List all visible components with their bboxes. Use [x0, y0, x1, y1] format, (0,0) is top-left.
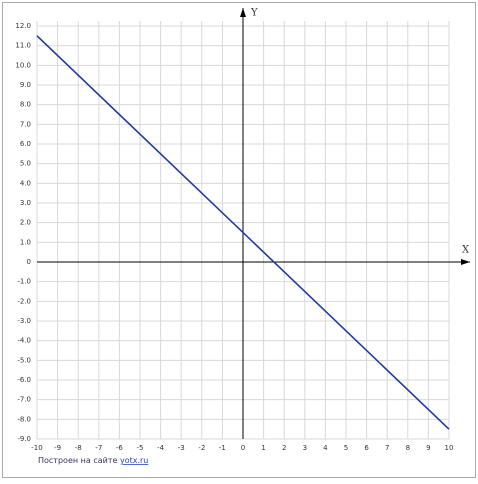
credit: Построен на сайте yotx.ru [38, 456, 148, 465]
x-tick-label: 3 [303, 444, 307, 452]
y-tick-label: -5.0 [17, 356, 31, 364]
line [36, 35, 450, 430]
x-tick-label: -9 [54, 444, 61, 452]
y-tick-label: 9.0 [20, 81, 31, 89]
y-tick-label: 6.0 [20, 140, 31, 148]
x-arrow [461, 259, 470, 265]
y-tick-label: 12.0 [15, 22, 31, 30]
y-tick-label: -9.0 [17, 435, 31, 443]
x-tick-label: -10 [31, 444, 42, 452]
x-axis-label: X [462, 245, 470, 256]
y-tick-label: 1.0 [20, 238, 31, 246]
y-tick-label: 3.0 [20, 199, 31, 207]
credit-link[interactable]: yotx.ru [120, 456, 148, 465]
credit-text: Построен на сайте [38, 456, 117, 465]
y-tick-label: -2.0 [17, 297, 31, 305]
y-tick-label: 2.0 [20, 219, 31, 227]
x-tick-label: 1 [261, 444, 265, 452]
y-tick-label: -8.0 [17, 415, 31, 423]
y-axis-label: Y [250, 8, 258, 19]
x-tick-label: -8 [75, 444, 82, 452]
x-tick-label: -2 [198, 444, 205, 452]
x-tick-label: 7 [385, 444, 389, 452]
x-tick-label: -3 [178, 444, 185, 452]
y-tick-label: -4.0 [17, 337, 31, 345]
x-tick-label: 9 [426, 444, 430, 452]
x-tick-label: -6 [116, 444, 124, 452]
y-tick-label: -3.0 [17, 317, 31, 325]
y-tick-label: -6.0 [17, 376, 31, 384]
x-tick-label: 0 [241, 444, 245, 452]
axes [37, 8, 470, 439]
x-tick-label: 10 [445, 444, 454, 452]
y-tick-label: 8.0 [20, 101, 31, 109]
y-tick-label: 4.0 [20, 179, 31, 187]
y-tick-label: -7.0 [17, 396, 31, 404]
y-tick-label: -1.0 [17, 278, 31, 286]
frame [2, 2, 476, 478]
x-tick-label: 8 [406, 444, 410, 452]
x-tick-label: -4 [157, 444, 165, 452]
x-tick-label: 2 [282, 444, 286, 452]
y-tick-label: 10.0 [15, 61, 31, 69]
y-tick-label: 7.0 [20, 120, 31, 128]
x-tick-label: 4 [323, 444, 328, 452]
x-tick-label: 6 [364, 444, 369, 452]
x-tick-label: -1 [219, 444, 226, 452]
y-tick-label: 5.0 [20, 160, 31, 168]
x-tick-label: -7 [95, 444, 102, 452]
x-tick-label: 5 [344, 444, 348, 452]
y-tick-label: 11.0 [15, 42, 31, 50]
x-tick-label: -5 [137, 444, 144, 452]
y-arrow [240, 8, 246, 17]
y-tick-label: 0 [27, 258, 31, 266]
